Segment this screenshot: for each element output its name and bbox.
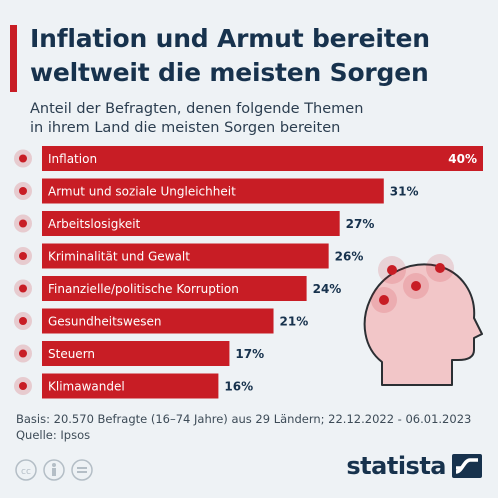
row-marker-dot (19, 187, 27, 195)
bar-category-label: Finanzielle/politische Korruption (48, 282, 239, 296)
head-illustration-icon (363, 254, 483, 386)
statista-brand[interactable]: statista (346, 452, 482, 480)
row-marker-dot (19, 382, 27, 390)
statista-logo-icon (452, 454, 482, 478)
title-line-2: weltweit die meisten Sorgen (30, 58, 429, 87)
title-accent-bar (10, 25, 17, 92)
bar (42, 308, 274, 334)
subtitle: Anteil der Befragten, denen folgende The… (30, 100, 470, 138)
bar-value-label: 24% (313, 282, 342, 296)
bar-value-label: 40% (448, 152, 477, 166)
bar (42, 341, 230, 366)
no-derivatives-icon[interactable] (71, 459, 93, 481)
bar (42, 276, 307, 301)
row-marker-dot (19, 154, 27, 163)
bar-category-label: Inflation (48, 152, 97, 166)
bar-category-label: Gesundheitswesen (48, 315, 161, 329)
bar-category-label: Arbeitslosigkeit (48, 217, 141, 231)
bar-value-label: 17% (235, 347, 264, 361)
bar-category-label: Steuern (48, 347, 95, 361)
row-marker-dot (19, 219, 27, 228)
statista-wordmark: statista (346, 452, 446, 480)
svg-text:cc: cc (21, 467, 31, 477)
row-marker-dot (19, 252, 27, 260)
bar (42, 373, 219, 399)
bar-value-label: 16% (224, 380, 253, 394)
bar-category-label: Armut und soziale Ungleichheit (48, 185, 236, 199)
row-marker-dot (19, 349, 27, 358)
title-line-1: Inflation und Armut bereiten (30, 24, 430, 53)
license-icons[interactable]: cc (14, 458, 104, 482)
bar-chart: Inflation 40% Armut und soziale Ungleichhe… (14, 146, 483, 399)
bar (42, 178, 384, 204)
footer-source: Quelle: Ipsos (16, 428, 91, 442)
subtitle-line-1: Anteil der Befragten, denen folgende The… (30, 101, 364, 117)
attribution-icon[interactable] (43, 459, 65, 481)
bar (42, 211, 340, 236)
bar (42, 243, 329, 269)
bar-value-label: 31% (390, 185, 419, 199)
bar-category-label: Klimawandel (48, 380, 125, 394)
row-marker-dot (19, 317, 27, 325)
bar (42, 146, 483, 171)
row-marker-dot (19, 284, 27, 293)
bar-value-label: 27% (346, 217, 375, 231)
bar-value-label: 21% (280, 315, 309, 329)
bar-category-label: Kriminalität und Gewalt (48, 250, 190, 264)
footer: Basis: 20.570 Befragte (16–74 Jahre) aus… (16, 411, 486, 443)
bar-value-label: 26% (335, 250, 364, 264)
page-title: Inflation und Armut bereiten weltweit di… (30, 22, 490, 90)
creative-commons-icon[interactable]: cc (15, 459, 37, 481)
footer-basis: Basis: 20.570 Befragte (16–74 Jahre) aus… (16, 412, 472, 426)
subtitle-line-2: in ihrem Land die meisten Sorgen bereite… (30, 120, 341, 136)
